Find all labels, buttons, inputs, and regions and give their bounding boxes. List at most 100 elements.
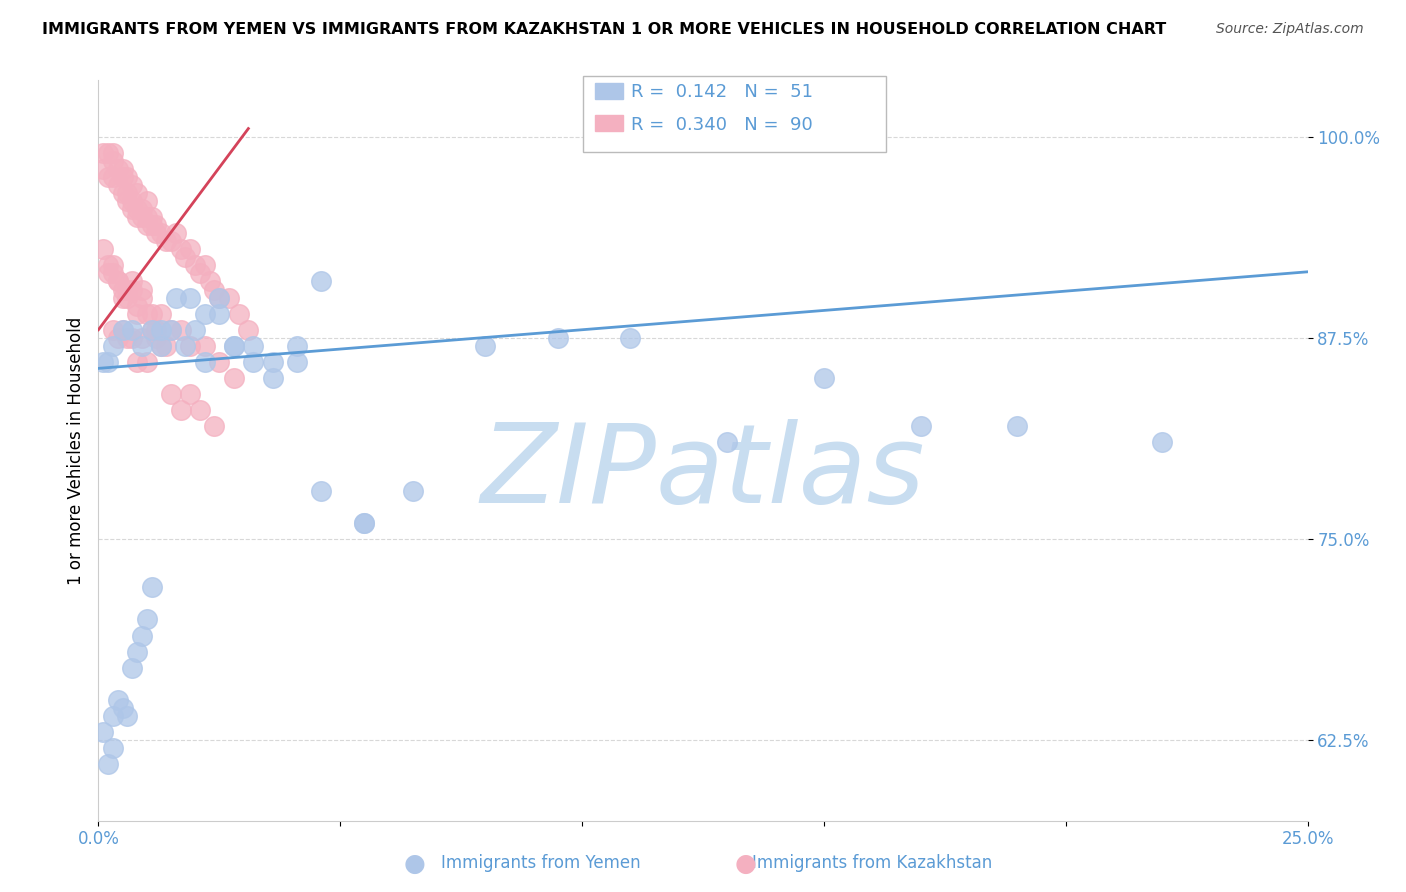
Point — [165, 291, 187, 305]
Point — [188, 267, 211, 281]
Point — [107, 693, 129, 707]
Point — [101, 709, 124, 723]
Point — [97, 169, 120, 184]
Point — [208, 291, 231, 305]
Point — [150, 307, 173, 321]
Point — [188, 403, 211, 417]
Point — [160, 234, 183, 248]
Point — [127, 355, 149, 369]
Point — [97, 267, 120, 281]
Point — [242, 339, 264, 353]
Point — [121, 661, 143, 675]
Point — [150, 339, 173, 353]
Point — [135, 612, 157, 626]
Point — [111, 186, 134, 200]
Point — [141, 323, 163, 337]
Point — [121, 178, 143, 192]
Point — [222, 339, 245, 353]
Point — [160, 323, 183, 337]
Point — [101, 267, 124, 281]
Point — [91, 242, 114, 256]
Point — [194, 339, 217, 353]
Point — [135, 210, 157, 224]
Point — [97, 145, 120, 160]
Point — [101, 258, 124, 272]
Point — [101, 339, 124, 353]
Point — [242, 355, 264, 369]
Point — [117, 709, 139, 723]
Point — [131, 283, 153, 297]
Point — [101, 169, 124, 184]
Point — [141, 323, 163, 337]
Point — [474, 339, 496, 353]
Point — [127, 202, 149, 216]
Point — [127, 186, 149, 200]
Point — [111, 323, 134, 337]
Point — [111, 283, 134, 297]
Point — [179, 387, 201, 401]
Text: Source: ZipAtlas.com: Source: ZipAtlas.com — [1216, 22, 1364, 37]
Point — [117, 291, 139, 305]
Point — [145, 226, 167, 240]
Point — [135, 355, 157, 369]
Point — [107, 161, 129, 176]
Point — [101, 741, 124, 756]
Point — [111, 323, 134, 337]
Point — [910, 419, 932, 434]
Point — [121, 331, 143, 345]
Point — [179, 339, 201, 353]
Point — [117, 331, 139, 345]
Point — [218, 291, 240, 305]
Point — [204, 283, 226, 297]
Text: Immigrants from Yemen: Immigrants from Yemen — [441, 855, 641, 872]
Point — [121, 194, 143, 208]
Point — [150, 323, 173, 337]
Text: IMMIGRANTS FROM YEMEN VS IMMIGRANTS FROM KAZAKHSTAN 1 OR MORE VEHICLES IN HOUSEH: IMMIGRANTS FROM YEMEN VS IMMIGRANTS FROM… — [42, 22, 1167, 37]
Text: Immigrants from Kazakhstan: Immigrants from Kazakhstan — [752, 855, 991, 872]
Point — [198, 275, 221, 289]
Point — [91, 145, 114, 160]
Point — [135, 218, 157, 232]
Point — [111, 161, 134, 176]
Point — [309, 483, 332, 498]
Point — [101, 153, 124, 168]
Point — [145, 218, 167, 232]
Text: ●: ● — [404, 852, 426, 875]
Point — [222, 371, 245, 385]
Point — [194, 258, 217, 272]
Point — [150, 226, 173, 240]
Point — [97, 757, 120, 772]
Point — [184, 258, 207, 272]
Point — [179, 242, 201, 256]
Point — [111, 169, 134, 184]
Point — [127, 210, 149, 224]
Point — [111, 291, 134, 305]
Point — [131, 628, 153, 642]
Point — [121, 275, 143, 289]
Point — [160, 323, 183, 337]
Point — [135, 307, 157, 321]
Point — [169, 403, 191, 417]
Point — [131, 331, 153, 345]
Point — [150, 339, 173, 353]
Point — [117, 194, 139, 208]
Point — [174, 250, 197, 264]
Point — [107, 275, 129, 289]
Point — [194, 307, 217, 321]
Point — [107, 275, 129, 289]
Point — [285, 339, 308, 353]
Text: R =  0.142   N =  51: R = 0.142 N = 51 — [631, 83, 813, 101]
Point — [121, 283, 143, 297]
Y-axis label: 1 or more Vehicles in Household: 1 or more Vehicles in Household — [66, 317, 84, 584]
Point — [402, 483, 425, 498]
Point — [208, 307, 231, 321]
Point — [309, 275, 332, 289]
Point — [174, 339, 197, 353]
Point — [117, 186, 139, 200]
Point — [91, 355, 114, 369]
Point — [97, 258, 120, 272]
Point — [107, 178, 129, 192]
Point — [101, 145, 124, 160]
Point — [141, 307, 163, 321]
Point — [145, 323, 167, 337]
